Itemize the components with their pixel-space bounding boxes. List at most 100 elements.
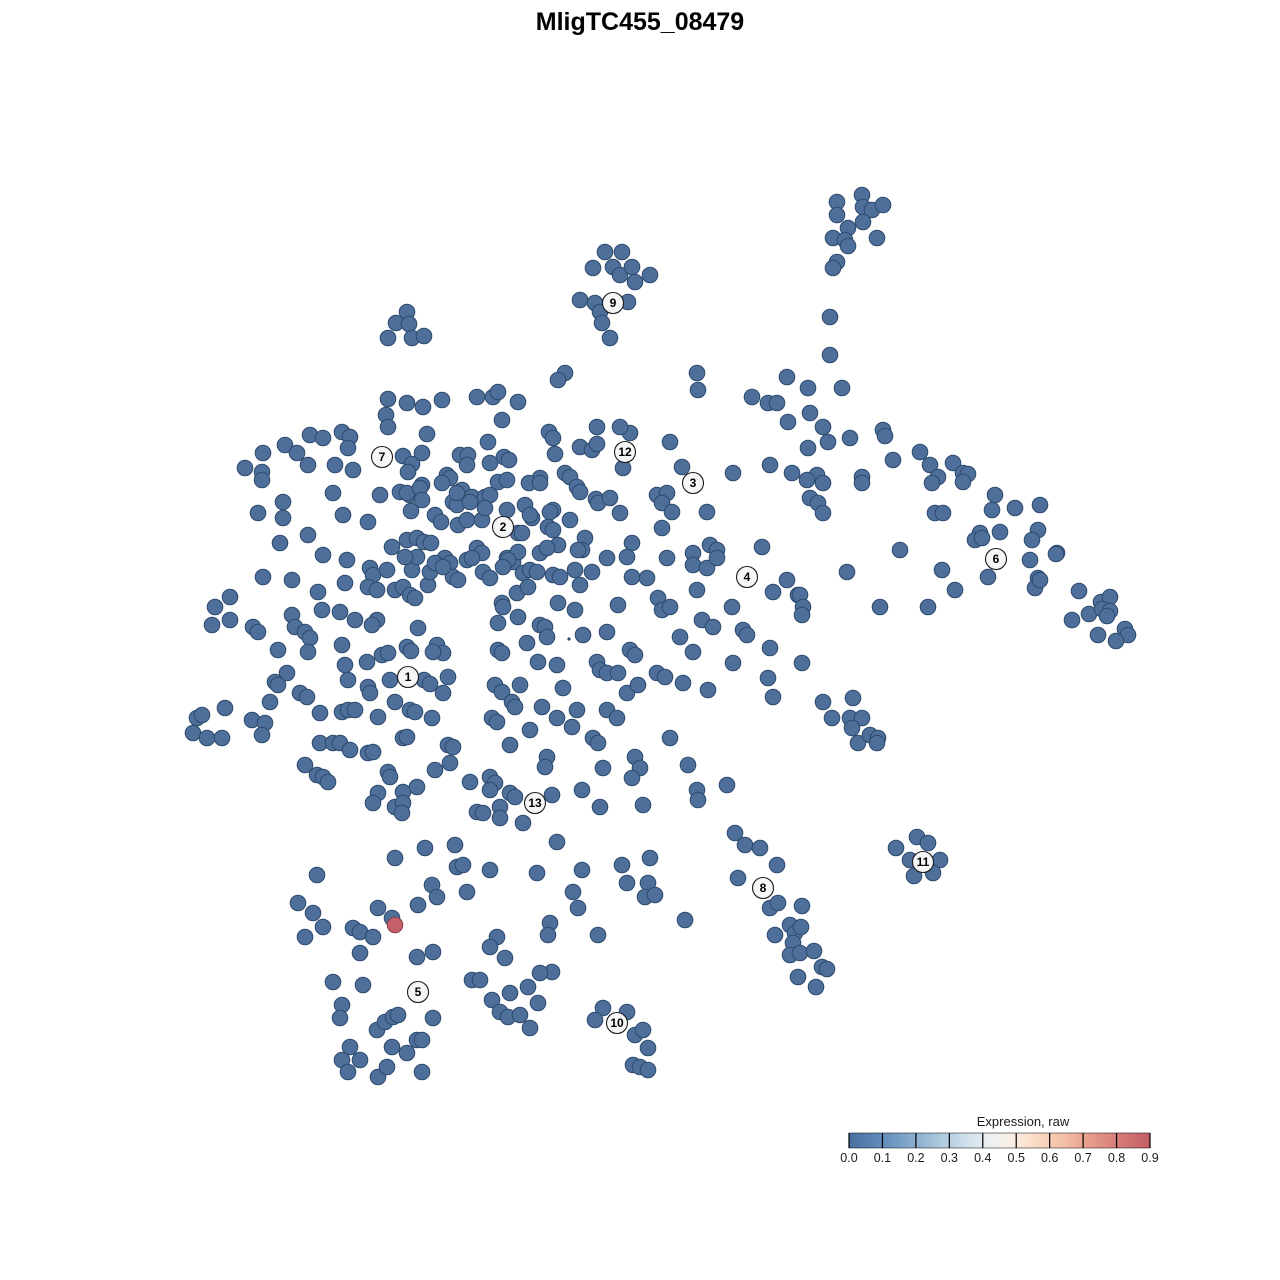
data-point bbox=[561, 511, 579, 529]
data-point bbox=[658, 549, 676, 567]
data-point bbox=[413, 1063, 431, 1081]
data-point bbox=[798, 471, 816, 489]
cluster-label-number: 13 bbox=[528, 796, 542, 810]
data-point bbox=[738, 626, 756, 644]
data-point bbox=[434, 558, 452, 576]
data-point bbox=[814, 474, 832, 492]
data-point bbox=[871, 598, 889, 616]
data-point bbox=[361, 684, 379, 702]
data-point bbox=[413, 1031, 431, 1049]
data-point bbox=[761, 639, 779, 657]
data-point bbox=[433, 474, 451, 492]
data-point bbox=[589, 926, 607, 944]
data-point bbox=[481, 454, 499, 472]
tiny-data-point bbox=[567, 637, 571, 641]
data-point bbox=[814, 418, 832, 436]
data-point bbox=[698, 559, 716, 577]
data-point bbox=[674, 674, 692, 692]
data-point bbox=[849, 734, 867, 752]
cluster-label-number: 9 bbox=[610, 296, 617, 310]
data-point bbox=[623, 568, 641, 586]
cluster-label-circle bbox=[681, 471, 705, 495]
data-point bbox=[493, 644, 511, 662]
data-point bbox=[843, 719, 861, 737]
data-point bbox=[253, 471, 271, 489]
data-point bbox=[923, 474, 941, 492]
data-point bbox=[919, 598, 937, 616]
cluster-label: 1 bbox=[396, 665, 420, 689]
data-point bbox=[723, 598, 741, 616]
data-point bbox=[213, 729, 231, 747]
data-point bbox=[973, 529, 991, 547]
data-point bbox=[611, 418, 629, 436]
data-point bbox=[249, 623, 267, 641]
data-point bbox=[805, 942, 823, 960]
highlight-point bbox=[386, 916, 404, 934]
data-point bbox=[1047, 545, 1065, 563]
cluster-label-number: 11 bbox=[917, 855, 930, 869]
data-point bbox=[458, 511, 476, 529]
data-point bbox=[589, 734, 607, 752]
points-layer bbox=[184, 186, 1137, 1086]
data-point bbox=[838, 563, 856, 581]
data-point bbox=[276, 436, 294, 454]
data-point bbox=[689, 381, 707, 399]
data-point bbox=[341, 741, 359, 759]
data-point bbox=[509, 608, 527, 626]
data-point bbox=[289, 894, 307, 912]
data-point bbox=[792, 918, 810, 936]
data-point bbox=[799, 439, 817, 457]
data-point bbox=[426, 761, 444, 779]
data-point bbox=[481, 861, 499, 879]
cluster-label-number: 7 bbox=[379, 450, 386, 464]
data-point bbox=[379, 644, 397, 662]
data-point bbox=[539, 926, 557, 944]
data-point bbox=[406, 589, 424, 607]
data-point bbox=[271, 534, 289, 552]
data-point bbox=[1089, 626, 1107, 644]
data-point bbox=[511, 1006, 529, 1024]
data-point bbox=[799, 379, 817, 397]
data-point bbox=[819, 433, 837, 451]
data-point bbox=[868, 229, 886, 247]
data-point bbox=[498, 471, 516, 489]
data-point bbox=[724, 654, 742, 672]
data-point bbox=[338, 551, 356, 569]
data-point bbox=[389, 1006, 407, 1024]
data-point bbox=[661, 598, 679, 616]
data-point bbox=[1063, 611, 1081, 629]
data-point bbox=[296, 756, 314, 774]
cluster-label-circle bbox=[601, 291, 625, 315]
data-point bbox=[779, 413, 797, 431]
data-point bbox=[398, 728, 416, 746]
data-point bbox=[253, 726, 271, 744]
data-point bbox=[611, 504, 629, 522]
data-point bbox=[311, 704, 329, 722]
data-point bbox=[593, 314, 611, 332]
data-point bbox=[887, 839, 905, 857]
data-point bbox=[402, 642, 420, 660]
data-point bbox=[586, 1011, 604, 1029]
data-point bbox=[814, 693, 832, 711]
cluster-label-number: 6 bbox=[993, 552, 1000, 566]
cluster-label-number: 10 bbox=[610, 1016, 624, 1030]
cluster-label-number: 8 bbox=[760, 881, 767, 895]
data-point bbox=[301, 629, 319, 647]
data-point bbox=[424, 1009, 442, 1027]
data-point bbox=[549, 594, 567, 612]
data-point bbox=[641, 266, 659, 284]
data-point bbox=[481, 569, 499, 587]
data-point bbox=[471, 971, 489, 989]
data-point bbox=[254, 568, 272, 586]
data-point bbox=[584, 259, 602, 277]
data-point bbox=[494, 598, 512, 616]
data-point bbox=[351, 944, 369, 962]
data-point bbox=[529, 653, 547, 671]
data-point bbox=[313, 601, 331, 619]
data-point bbox=[298, 688, 316, 706]
cluster-label: 5 bbox=[406, 980, 430, 1004]
data-point bbox=[983, 501, 1001, 519]
data-point bbox=[933, 561, 951, 579]
